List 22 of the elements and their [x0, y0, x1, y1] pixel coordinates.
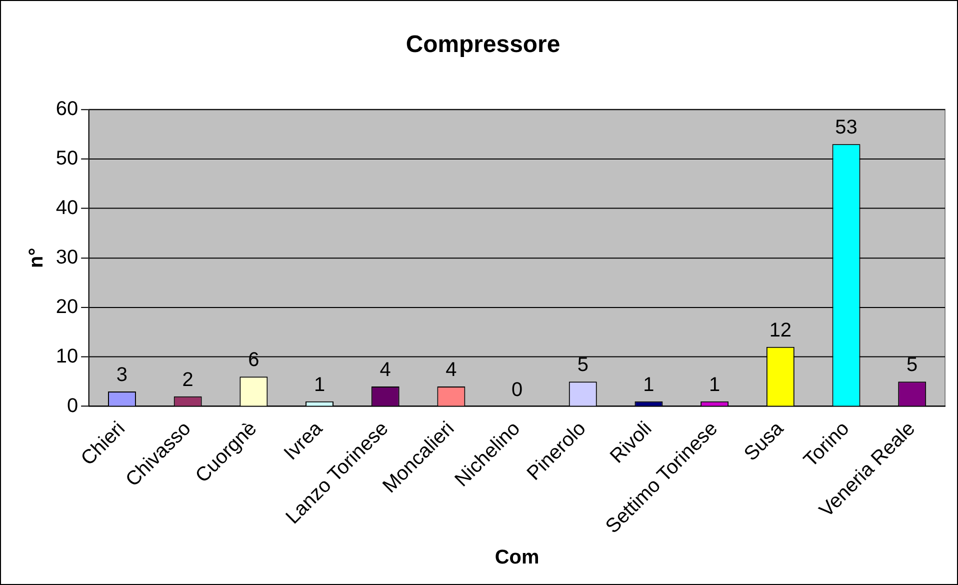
- y-tick-label: 0: [66, 394, 78, 417]
- x-axis-title: Com: [494, 546, 540, 569]
- data-label: 5: [577, 354, 588, 376]
- data-label: 4: [380, 359, 391, 382]
- data-label: 5: [906, 354, 918, 376]
- y-tick-label: 30: [56, 246, 78, 268]
- y-tick-label: 10: [56, 345, 78, 368]
- y-axis-title: n°: [25, 248, 48, 268]
- data-label: 3: [116, 364, 128, 386]
- y-tick-label: 20: [56, 296, 78, 318]
- y-tick-label: 50: [56, 147, 78, 170]
- data-label: 4: [446, 359, 457, 382]
- data-label: 2: [182, 368, 194, 391]
- data-label: 1: [709, 374, 720, 396]
- data-label: 12: [769, 320, 792, 342]
- data-label: 1: [314, 374, 326, 396]
- data-label: 53: [835, 116, 858, 139]
- y-tick-label: 60: [56, 98, 78, 120]
- data-label: 0: [511, 378, 523, 401]
- chart-title: Compressore: [406, 30, 560, 58]
- data-label: 1: [643, 374, 654, 396]
- y-tick-label: 40: [56, 196, 78, 219]
